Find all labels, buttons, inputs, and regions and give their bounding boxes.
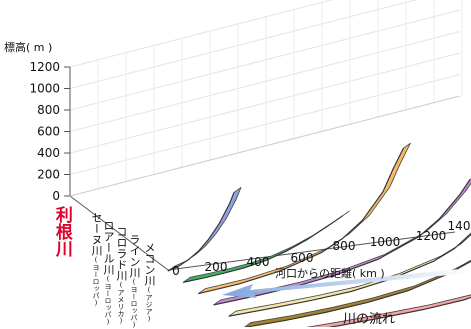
river-profile-line [213, 179, 471, 306]
river-label-name: セーヌ川 [90, 212, 103, 256]
river-profile-line [327, 296, 471, 327]
river-profile-line [167, 192, 235, 272]
x-tick-label: 140 [448, 219, 471, 233]
x-tick-label: 800 [333, 239, 356, 253]
y-axis-title: 標高( m ) [4, 40, 52, 54]
river-label: セーヌ川(ヨーロッパ) [88, 212, 104, 307]
river-label-region: (ヨーロッパ) [130, 278, 138, 329]
x-axis-title: 河口からの距離( km ) [275, 266, 385, 280]
floor [69, 95, 461, 271]
y-tick-label: 1200 [29, 60, 60, 74]
river-label-region: (アメリカ) [117, 281, 125, 325]
x-tick-label: 200 [205, 260, 228, 274]
river-profile-line [198, 147, 404, 295]
y-tick-label: 0 [52, 189, 60, 203]
flow-arrow-icon [222, 268, 471, 298]
y-axis: 0 200 400 600 800 1000 1200 [29, 60, 71, 203]
y-tick-label: 1000 [29, 82, 60, 96]
river-label-region: (ヨーロッパ) [92, 256, 100, 307]
river-label: ロアール川(ヨーロッパ) [100, 220, 116, 326]
river-label: メコン川(アジア) [141, 242, 157, 323]
back-planes [70, 0, 460, 196]
river-label-region: (ヨーロッパ) [104, 275, 112, 326]
river-label: ライン川(ヨーロッパ) [126, 234, 142, 329]
x-tick-label: 400 [247, 255, 270, 269]
river-label-tone: 利根川 [51, 206, 72, 257]
river-profile-ribbon [167, 187, 242, 272]
river-label-name: コロラド川 [115, 226, 128, 281]
x-tick-label: 1000 [370, 235, 401, 249]
river-profile-line [243, 260, 471, 327]
river-label: コロラド川(アメリカ) [113, 226, 129, 325]
river-label-name: メコン川 [143, 242, 156, 286]
y-tick-label: 200 [37, 168, 60, 182]
river-label-name: ライン川 [128, 234, 141, 278]
river-label-name: ロアール川 [102, 220, 115, 275]
x-tick-label: 1200 [416, 229, 447, 243]
river-label-region: (アジア) [145, 286, 153, 323]
x-tick-label: 0 [172, 264, 180, 278]
flow-direction-label: 川の流れ [343, 312, 396, 327]
x-tick-label: 600 [291, 251, 314, 265]
y-tick-label: 600 [37, 125, 60, 139]
y-tick-label: 800 [37, 103, 60, 117]
gridlines [69, 0, 463, 197]
y-tick-label: 400 [37, 146, 60, 160]
river-profile-line [183, 215, 343, 283]
